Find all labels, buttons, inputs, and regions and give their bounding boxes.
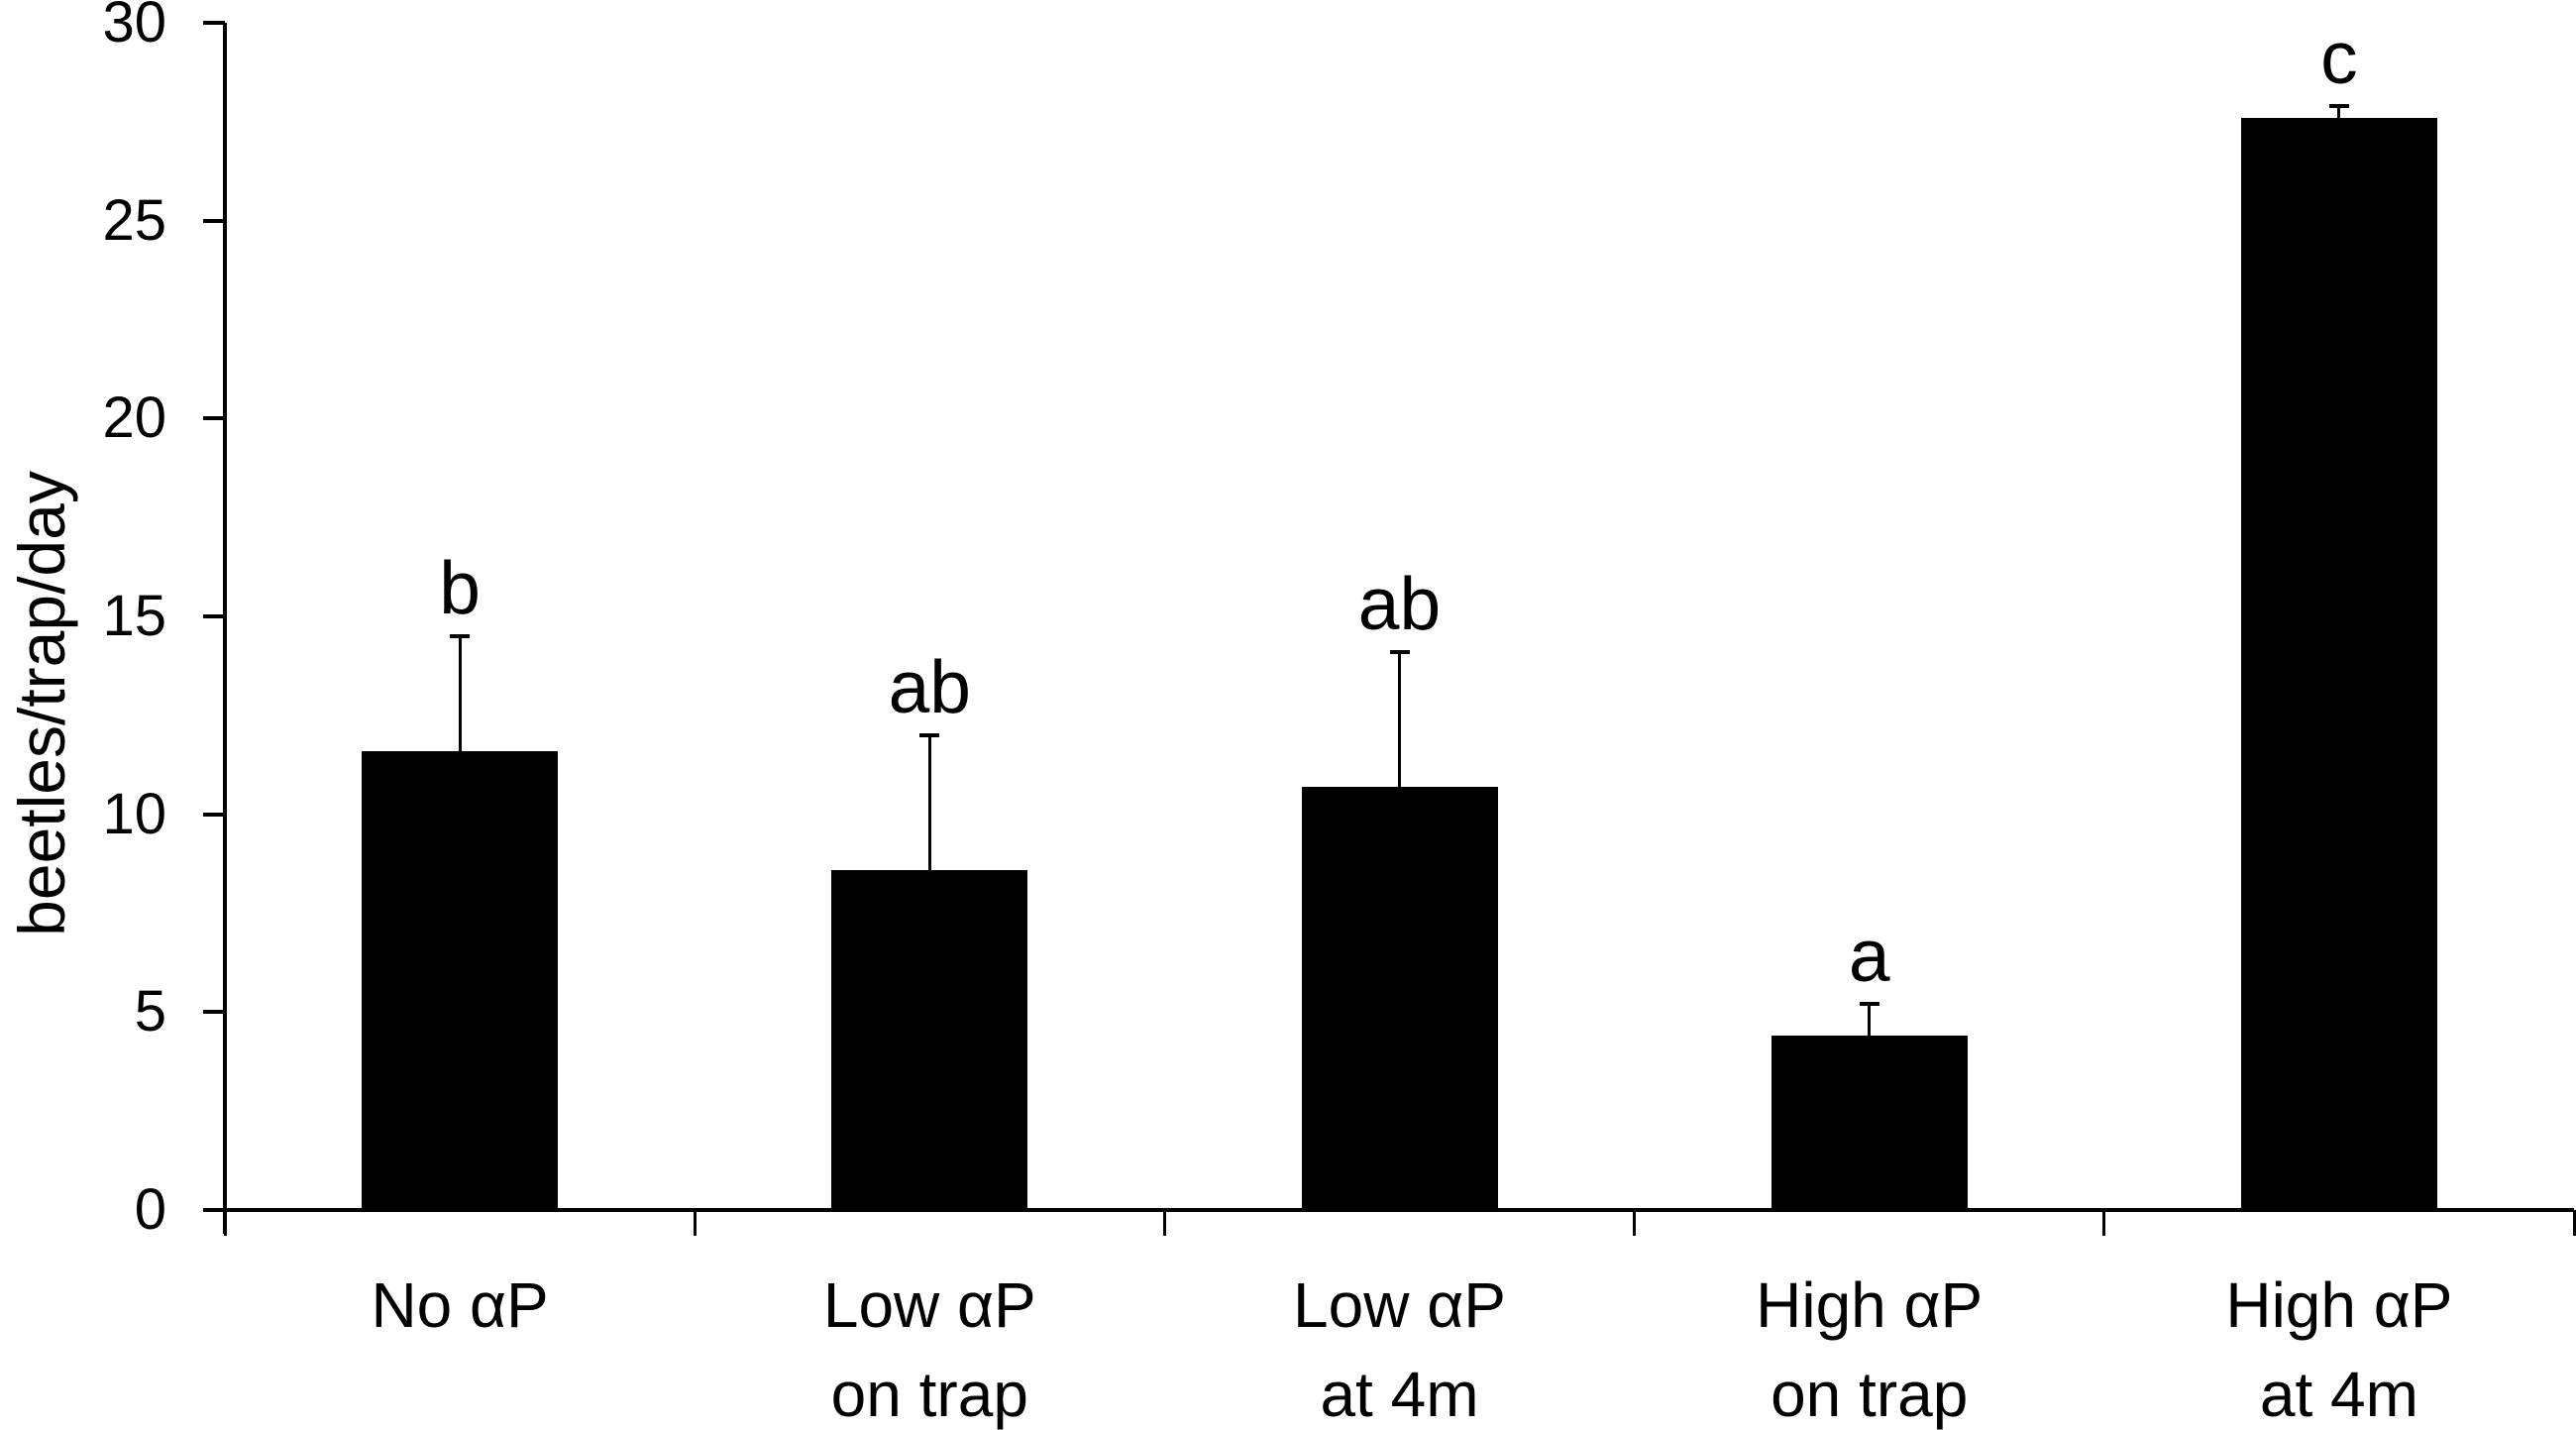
y-axis-tick-label: 30 xyxy=(102,0,166,55)
x-axis-category-label: High αP at 4m xyxy=(2104,1261,2574,1430)
y-axis-tick-label: 25 xyxy=(102,187,166,253)
y-axis-tick-label: 5 xyxy=(134,979,166,1045)
error-bar-whisker xyxy=(927,734,931,870)
error-bar-cap xyxy=(919,732,940,737)
y-axis-title: beetles/trap/day xyxy=(5,471,78,936)
y-axis-tick xyxy=(203,812,225,817)
x-axis-line xyxy=(223,1208,2574,1212)
y-axis-line xyxy=(223,23,227,1234)
x-axis-category-label-line: on trap xyxy=(1771,1359,1969,1430)
x-axis-category-label-line: High αP xyxy=(1756,1269,1984,1341)
x-axis-category-label: High αP on trap xyxy=(1635,1261,2104,1430)
y-axis-tick-label: 15 xyxy=(102,584,166,648)
x-axis-category-label: Low αP on trap xyxy=(695,1261,1164,1430)
error-bar-whisker xyxy=(458,635,462,751)
x-axis-tick xyxy=(2572,1210,2576,1236)
error-bar-whisker xyxy=(2337,105,2341,118)
bar xyxy=(831,869,1028,1210)
bar xyxy=(362,750,559,1210)
x-axis-category-label-line: Low αP xyxy=(822,1269,1036,1341)
x-axis-category-label-line: No αP xyxy=(371,1269,549,1341)
x-axis-category-label: No αP xyxy=(225,1261,695,1350)
x-axis-tick xyxy=(223,1210,227,1236)
bar xyxy=(1771,1036,1968,1210)
y-axis-tick-label: 0 xyxy=(134,1177,166,1242)
significance-letter: b xyxy=(439,545,481,629)
error-bar-cap xyxy=(1859,1002,1879,1007)
error-bar-cap xyxy=(1389,649,1410,654)
x-axis-category-label-line: on trap xyxy=(830,1359,1028,1430)
y-axis-tick xyxy=(203,21,225,25)
x-axis-category-label-line: at 4m xyxy=(1320,1359,1479,1430)
y-axis-tick-label: 10 xyxy=(102,781,166,846)
x-axis-category-label-line: Low αP xyxy=(1293,1269,1506,1341)
error-bar-cap xyxy=(450,633,471,638)
significance-letter: a xyxy=(1848,914,1890,998)
x-axis-tick xyxy=(1162,1210,1166,1236)
y-axis-tick xyxy=(203,1208,225,1212)
x-axis-category-label-line: at 4m xyxy=(2259,1359,2418,1430)
y-axis-tick xyxy=(203,218,225,223)
bar xyxy=(2240,117,2437,1210)
x-axis-tick xyxy=(1633,1210,1637,1236)
x-axis-category-label: Low αP at 4m xyxy=(1164,1261,1634,1430)
x-axis-tick xyxy=(693,1210,697,1236)
y-axis-tick xyxy=(203,614,225,618)
y-axis-tick xyxy=(203,416,225,421)
y-axis-tick xyxy=(203,1010,225,1015)
significance-letter: ab xyxy=(888,644,972,728)
significance-letter: c xyxy=(2320,15,2358,99)
bar xyxy=(1301,786,1498,1210)
error-bar-whisker xyxy=(1868,1004,1872,1037)
significance-letter: ab xyxy=(1357,561,1442,645)
x-axis-category-label-line: High αP xyxy=(2225,1269,2453,1341)
error-bar-cap xyxy=(2328,103,2349,108)
error-bar-whisker xyxy=(1398,651,1401,787)
x-axis-tick xyxy=(2102,1210,2106,1236)
y-axis-tick-label: 20 xyxy=(102,385,166,451)
